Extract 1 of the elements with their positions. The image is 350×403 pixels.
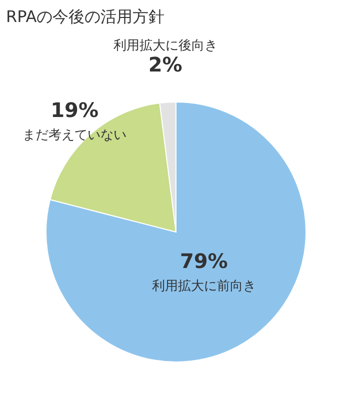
title: RPAの今後の活用方針 — [6, 7, 165, 26]
